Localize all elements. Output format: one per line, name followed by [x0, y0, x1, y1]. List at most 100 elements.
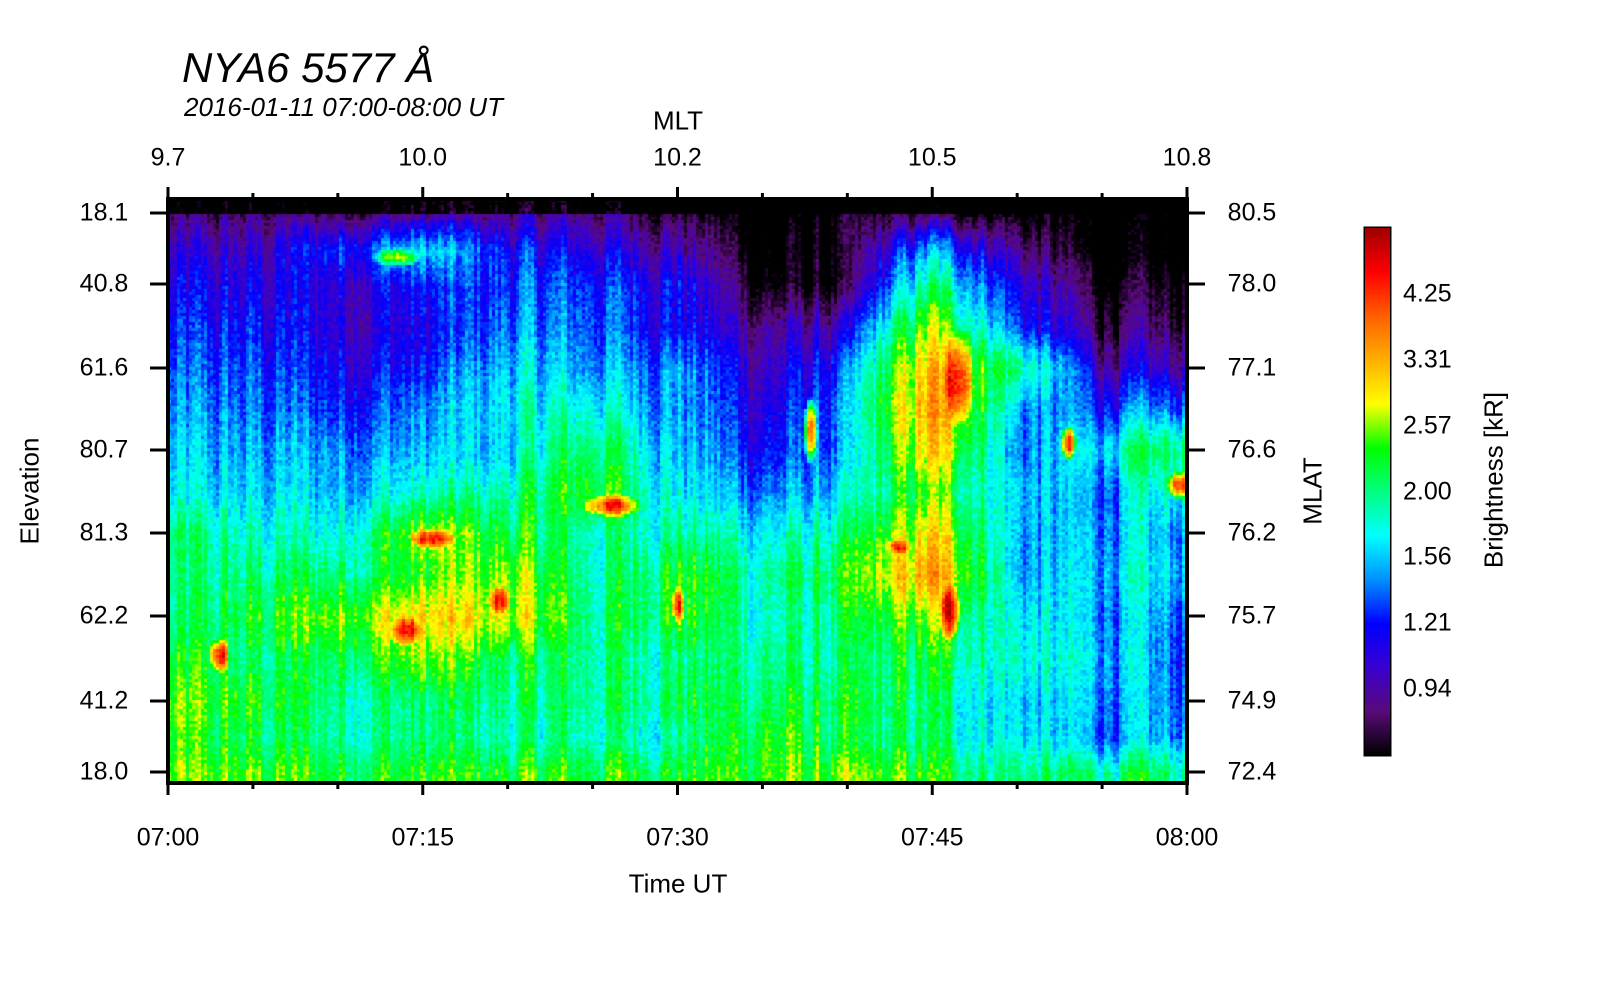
heatmap-cell — [1145, 430, 1187, 471]
heatmap-cell — [465, 554, 550, 596]
heatmap-cell — [210, 430, 295, 471]
heatmap-cell — [465, 471, 550, 513]
heatmap-cell — [380, 512, 465, 554]
colorbar-tick-label: 1.21 — [1403, 608, 1452, 637]
y2-tick-label: 75.7 — [1227, 601, 1277, 630]
heatmap-cell — [975, 554, 1060, 596]
y-tick-label: 18.0 — [79, 757, 129, 786]
heatmap-cell — [465, 347, 550, 389]
heatmap-cell — [465, 754, 550, 783]
heatmap-cell — [1060, 554, 1145, 596]
x-axis-label: Time UT — [628, 868, 728, 899]
heatmap-cell — [380, 305, 465, 347]
heatmap-cell — [720, 199, 805, 231]
heatmap-cell — [295, 554, 380, 596]
heatmap-cell — [635, 719, 720, 755]
heatmap-cell — [168, 471, 210, 513]
heatmap-cell — [635, 347, 720, 389]
heatmap-cell — [168, 595, 210, 637]
heatmap-cell — [380, 389, 465, 430]
heatmap-cell — [975, 637, 1060, 680]
colorbar-tick-label: 1.56 — [1403, 542, 1452, 571]
heatmap-cell — [1145, 680, 1187, 719]
heatmap-cell — [805, 471, 890, 513]
heatmap-cell — [168, 754, 210, 783]
heatmap-cell — [635, 305, 720, 347]
y-tick-label: 81.3 — [79, 518, 129, 547]
heatmap-cell — [380, 595, 465, 637]
heatmap-cell — [890, 595, 975, 637]
colorbar-tick-label: 2.57 — [1403, 411, 1452, 440]
y2-tick-label: 77.1 — [1227, 353, 1277, 382]
heatmap-cell — [1060, 389, 1145, 430]
heatmap-cell — [975, 471, 1060, 513]
heatmap-cell — [1145, 754, 1187, 783]
heatmap-cell — [975, 199, 1060, 231]
heatmap-cell — [1060, 595, 1145, 637]
heatmap-cell — [465, 680, 550, 719]
heatmap-cell — [1060, 471, 1145, 513]
heatmap-cell — [168, 347, 210, 389]
heatmap-cell — [550, 637, 635, 680]
colorbar-tick-label: 3.31 — [1403, 345, 1452, 374]
heatmap-cell — [1145, 199, 1187, 231]
heatmap-cell — [210, 305, 295, 347]
heatmap-cell — [295, 199, 380, 231]
heatmap-cell — [635, 512, 720, 554]
heatmap-cell — [890, 347, 975, 389]
heatmap-cell — [550, 512, 635, 554]
heatmap-cell — [168, 231, 210, 267]
heatmap-cell — [635, 637, 720, 680]
heatmap-cell — [168, 637, 210, 680]
heatmap-cell — [210, 231, 295, 267]
heatmap-cell — [295, 637, 380, 680]
heatmap-cell — [635, 199, 720, 231]
heatmap-cell — [720, 471, 805, 513]
heatmap-cell — [295, 512, 380, 554]
heatmap-cell — [465, 637, 550, 680]
heatmap-cell — [465, 266, 550, 305]
x2-tick-label: 10.5 — [907, 143, 957, 172]
heatmap-cell — [1060, 430, 1145, 471]
y2-tick-label: 74.9 — [1227, 686, 1277, 715]
y-tick-label: 61.6 — [79, 353, 129, 382]
heatmap-cell — [380, 637, 465, 680]
heatmap-cell — [720, 305, 805, 347]
heatmap-cell — [550, 305, 635, 347]
heatmap-cell — [975, 266, 1060, 305]
y2-tick-label: 76.6 — [1227, 435, 1277, 464]
heatmap-cell — [1145, 389, 1187, 430]
x-tick-label: 07:30 — [646, 823, 709, 852]
heatmap-cell — [380, 719, 465, 755]
heatmap-cell — [805, 430, 890, 471]
heatmap-cell — [210, 680, 295, 719]
heatmap-cell — [890, 266, 975, 305]
heatmap-cell — [380, 554, 465, 596]
heatmap-cell — [465, 305, 550, 347]
heatmap-cell — [1060, 305, 1145, 347]
heatmap-cell — [890, 637, 975, 680]
heatmap-cell — [168, 305, 210, 347]
heatmap-cell — [720, 680, 805, 719]
heatmap-cell — [1145, 305, 1187, 347]
y2-axis-label: MLAT — [1297, 457, 1328, 525]
heatmap-cell — [720, 754, 805, 783]
colorbar-tick-label: 4.25 — [1403, 279, 1452, 308]
heatmap-cell — [805, 199, 890, 231]
heatmap-cell — [550, 430, 635, 471]
heatmap-cell — [465, 231, 550, 267]
heatmap-cell — [720, 719, 805, 755]
heatmap-cell — [720, 595, 805, 637]
heatmap-cell — [975, 305, 1060, 347]
heatmap-cell — [295, 754, 380, 783]
heatmap-cell — [168, 554, 210, 596]
x-tick-label: 07:15 — [391, 823, 455, 852]
heatmap-cell — [380, 266, 465, 305]
heatmap-cell — [168, 719, 210, 755]
heatmap-cell — [295, 305, 380, 347]
heatmap-cell — [1145, 512, 1187, 554]
heatmap-cell — [805, 389, 890, 430]
heatmap-cell — [168, 266, 210, 305]
heatmap-cell — [550, 347, 635, 389]
heatmap-cell — [890, 389, 975, 430]
